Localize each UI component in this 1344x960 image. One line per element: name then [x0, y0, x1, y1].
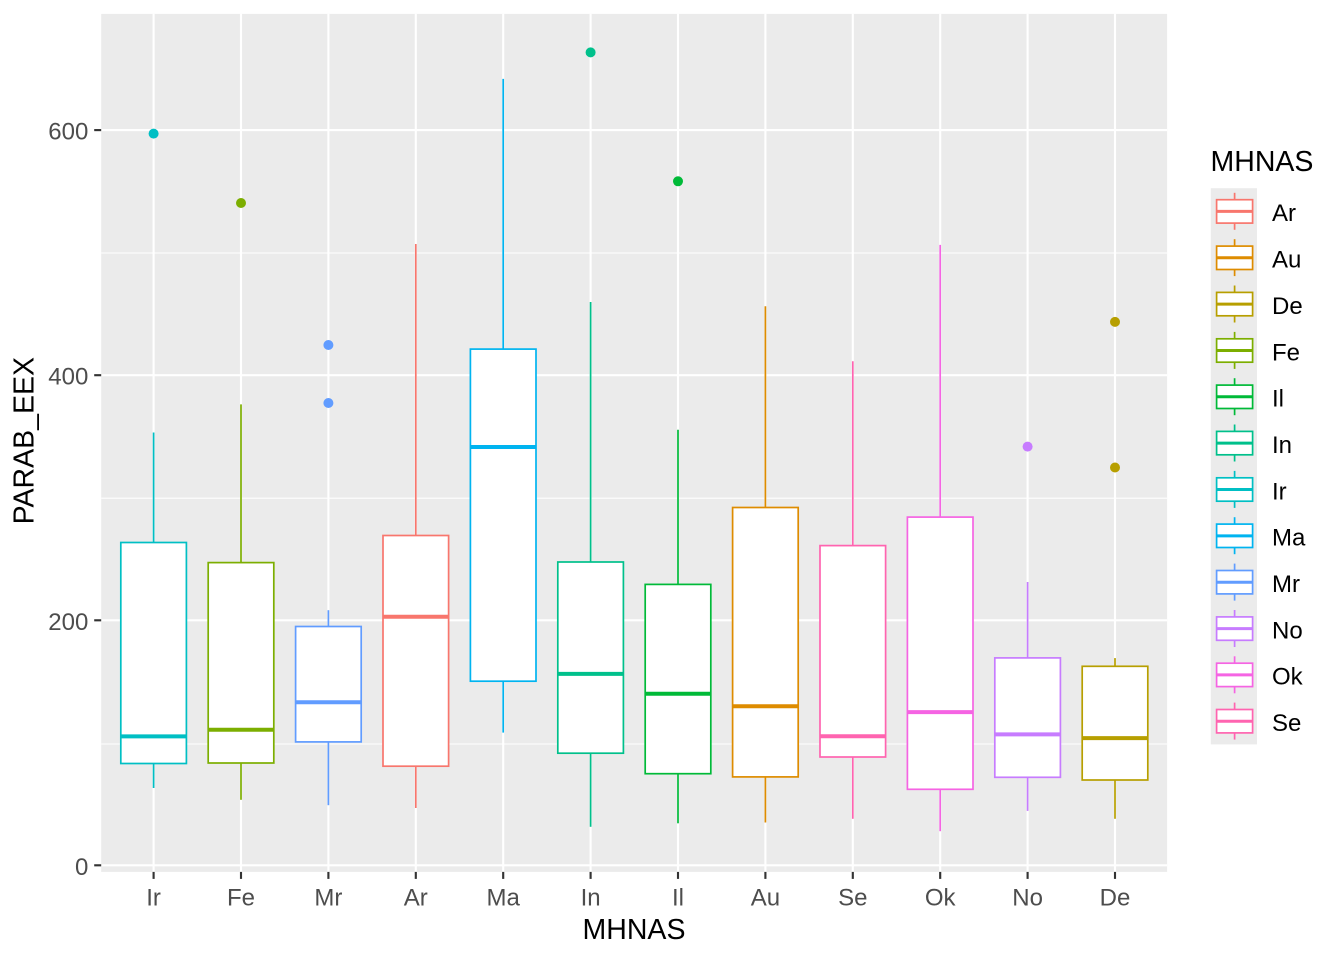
svg-text:MHNAS: MHNAS [1211, 146, 1314, 178]
svg-text:Il: Il [1272, 386, 1284, 413]
svg-text:Mr: Mr [314, 885, 342, 912]
svg-text:Ar: Ar [404, 885, 428, 912]
svg-text:600: 600 [48, 119, 88, 146]
svg-text:De: De [1272, 293, 1303, 320]
svg-text:De: De [1100, 885, 1131, 912]
svg-text:No: No [1012, 885, 1043, 912]
svg-text:In: In [1272, 432, 1292, 459]
svg-text:Il: Il [672, 885, 684, 912]
svg-text:Fe: Fe [1272, 339, 1300, 366]
svg-text:Ir: Ir [1272, 478, 1287, 505]
svg-text:Au: Au [751, 885, 780, 912]
svg-text:Ma: Ma [1272, 525, 1306, 552]
svg-text:Mr: Mr [1272, 571, 1300, 598]
svg-text:Au: Au [1272, 247, 1301, 274]
svg-text:Ok: Ok [1272, 664, 1304, 691]
svg-text:Fe: Fe [227, 885, 255, 912]
svg-text:Ir: Ir [146, 885, 161, 912]
svg-text:Ar: Ar [1272, 200, 1296, 227]
svg-text:MHNAS: MHNAS [583, 914, 686, 946]
svg-text:In: In [581, 885, 601, 912]
svg-text:0: 0 [75, 854, 88, 881]
svg-text:Se: Se [838, 885, 867, 912]
svg-text:PARAB_EEX: PARAB_EEX [9, 357, 41, 524]
svg-text:200: 200 [48, 609, 88, 636]
svg-text:400: 400 [48, 364, 88, 391]
svg-text:Ok: Ok [925, 885, 957, 912]
svg-text:No: No [1272, 617, 1303, 644]
svg-text:Se: Se [1272, 710, 1301, 737]
svg-text:Ma: Ma [487, 885, 521, 912]
